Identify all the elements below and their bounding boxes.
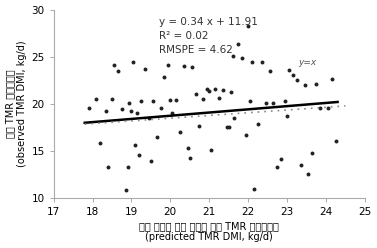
Point bbox=[239, 57, 245, 61]
Point bbox=[208, 148, 214, 152]
Point bbox=[247, 99, 253, 103]
Point bbox=[134, 111, 140, 115]
Point bbox=[333, 139, 339, 143]
Point bbox=[126, 101, 132, 105]
Point bbox=[169, 111, 175, 115]
Point bbox=[142, 67, 148, 71]
Point bbox=[161, 75, 167, 79]
Point bbox=[138, 99, 144, 103]
Point bbox=[109, 97, 115, 101]
Point bbox=[132, 143, 138, 147]
Point bbox=[166, 63, 172, 67]
Point bbox=[290, 73, 296, 77]
Point bbox=[297, 163, 303, 167]
Point bbox=[115, 69, 121, 73]
Point bbox=[274, 165, 280, 169]
Point bbox=[249, 60, 255, 64]
Point bbox=[251, 187, 257, 191]
Point bbox=[105, 165, 111, 169]
Point bbox=[230, 54, 236, 58]
Point bbox=[154, 134, 160, 138]
Point bbox=[224, 125, 230, 129]
Point bbox=[231, 116, 238, 120]
Point bbox=[193, 92, 199, 96]
Point bbox=[309, 152, 315, 155]
Point bbox=[278, 157, 284, 161]
Point bbox=[150, 99, 156, 103]
Text: y=x: y=x bbox=[299, 58, 317, 67]
Point bbox=[325, 106, 331, 110]
Point bbox=[124, 165, 130, 169]
Point bbox=[259, 60, 265, 64]
Point bbox=[196, 124, 202, 128]
Point bbox=[167, 98, 173, 102]
Point bbox=[284, 114, 290, 118]
Point bbox=[243, 133, 249, 137]
Point bbox=[270, 101, 276, 105]
Point bbox=[329, 77, 335, 81]
Point bbox=[136, 153, 142, 157]
Point bbox=[86, 106, 92, 110]
Point bbox=[245, 25, 251, 29]
Point bbox=[177, 130, 183, 134]
Point bbox=[206, 89, 212, 93]
Point bbox=[302, 83, 308, 87]
Point bbox=[119, 107, 125, 111]
Point bbox=[181, 64, 187, 68]
Point bbox=[173, 98, 179, 102]
Text: y = 0.34 x + 11.91
R² = 0.02
RMSPE = 4.62: y = 0.34 x + 11.91 R² = 0.02 RMSPE = 4.6… bbox=[159, 17, 258, 55]
Point bbox=[158, 106, 164, 110]
Point bbox=[305, 172, 311, 176]
Point bbox=[226, 125, 232, 129]
Y-axis label: 실제 TMR 건물서취량
(observed TMR DMI, kg/d): 실제 TMR 건물서취량 (observed TMR DMI, kg/d) bbox=[6, 40, 27, 167]
Point bbox=[294, 78, 300, 82]
Point bbox=[188, 65, 195, 69]
Point bbox=[146, 116, 152, 120]
Point bbox=[267, 69, 273, 73]
Point bbox=[93, 97, 100, 101]
Point bbox=[148, 159, 154, 163]
X-axis label: 새로 개발된 식을 이용한 예주 TMR 건물서취량
(predicted TMR DMI, kg/d): 새로 개발된 식을 이용한 예주 TMR 건물서취량 (predicted TM… bbox=[139, 221, 279, 243]
Point bbox=[255, 122, 261, 126]
Point bbox=[111, 63, 117, 67]
Point bbox=[220, 89, 226, 93]
Point bbox=[313, 82, 319, 86]
Point bbox=[97, 141, 103, 145]
Point bbox=[185, 146, 191, 150]
Point bbox=[103, 109, 109, 113]
Point bbox=[282, 99, 288, 103]
Point bbox=[212, 88, 218, 92]
Point bbox=[130, 60, 136, 64]
Point bbox=[204, 88, 210, 92]
Point bbox=[123, 188, 129, 192]
Point bbox=[200, 97, 206, 101]
Point bbox=[317, 106, 323, 110]
Point bbox=[235, 42, 241, 46]
Point bbox=[263, 101, 269, 105]
Point bbox=[129, 109, 135, 113]
Point bbox=[216, 96, 222, 100]
Point bbox=[187, 156, 193, 160]
Point bbox=[286, 68, 292, 72]
Point bbox=[228, 90, 234, 94]
